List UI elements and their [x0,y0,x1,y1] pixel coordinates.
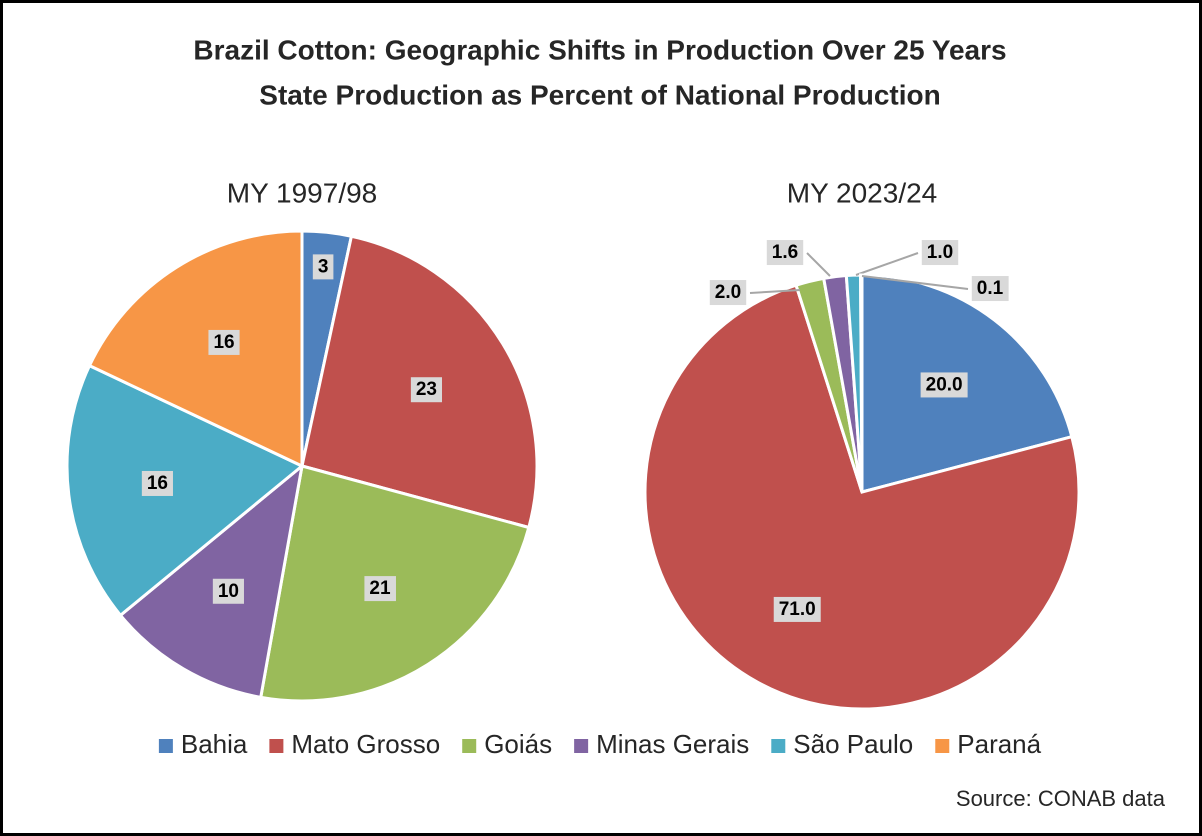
data-label: 23 [416,379,437,400]
data-label-box [212,578,244,604]
pie-slice [859,273,864,493]
data-label: 20.0 [926,374,963,395]
legend-swatch [574,739,589,753]
pie-title: MY 2023/24 [787,177,938,208]
pie-slice [643,283,1081,711]
data-label: 0.1 [977,278,1004,299]
legend-label: São Paulo [793,729,913,759]
leader-line [806,252,831,277]
legend-swatch [269,739,284,753]
data-label-box [971,276,1009,302]
legend-label: Bahia [181,729,248,759]
data-label-box [141,470,173,496]
leader-line [749,289,801,294]
legend-label: Minas Gerais [596,729,749,759]
data-label-box [709,280,747,306]
data-label: 16 [213,332,234,353]
legend-swatch [771,739,786,753]
leader-line [855,252,919,276]
data-label: 10 [218,581,239,602]
data-label: 1.0 [927,242,953,263]
leader-line [861,275,969,290]
data-label-box [410,377,443,403]
data-label: 16 [147,473,168,494]
legend-swatch [462,739,477,753]
source: Source: CONAB data [956,786,1166,811]
pie-slice [65,363,305,618]
pie-title: MY 1997/98 [227,177,378,208]
data-label-box [921,240,959,266]
chart-title: State Production as Percent of National … [259,79,940,110]
data-label: 2.0 [715,282,741,303]
chart-title: Brazil Cotton: Geographic Shifts in Prod… [193,34,1006,65]
data-label: 1.6 [772,242,798,263]
legend-label: Mato Grosso [291,729,440,759]
legend-label: Goiás [484,729,552,759]
legend-swatch [935,739,950,753]
data-label: 3 [318,256,329,277]
pie-slice [118,462,305,700]
data-label-box [364,576,396,602]
data-label-box [773,596,821,622]
data-label-box [312,254,334,280]
data-label: 71.0 [779,599,816,620]
data-label-box [920,372,968,398]
data-label: 21 [369,578,391,599]
data-label-box [766,240,804,266]
legend-swatch [158,739,173,753]
legend-label: Paraná [957,729,1041,759]
data-label-box [208,329,240,355]
pie-slice [87,229,304,469]
